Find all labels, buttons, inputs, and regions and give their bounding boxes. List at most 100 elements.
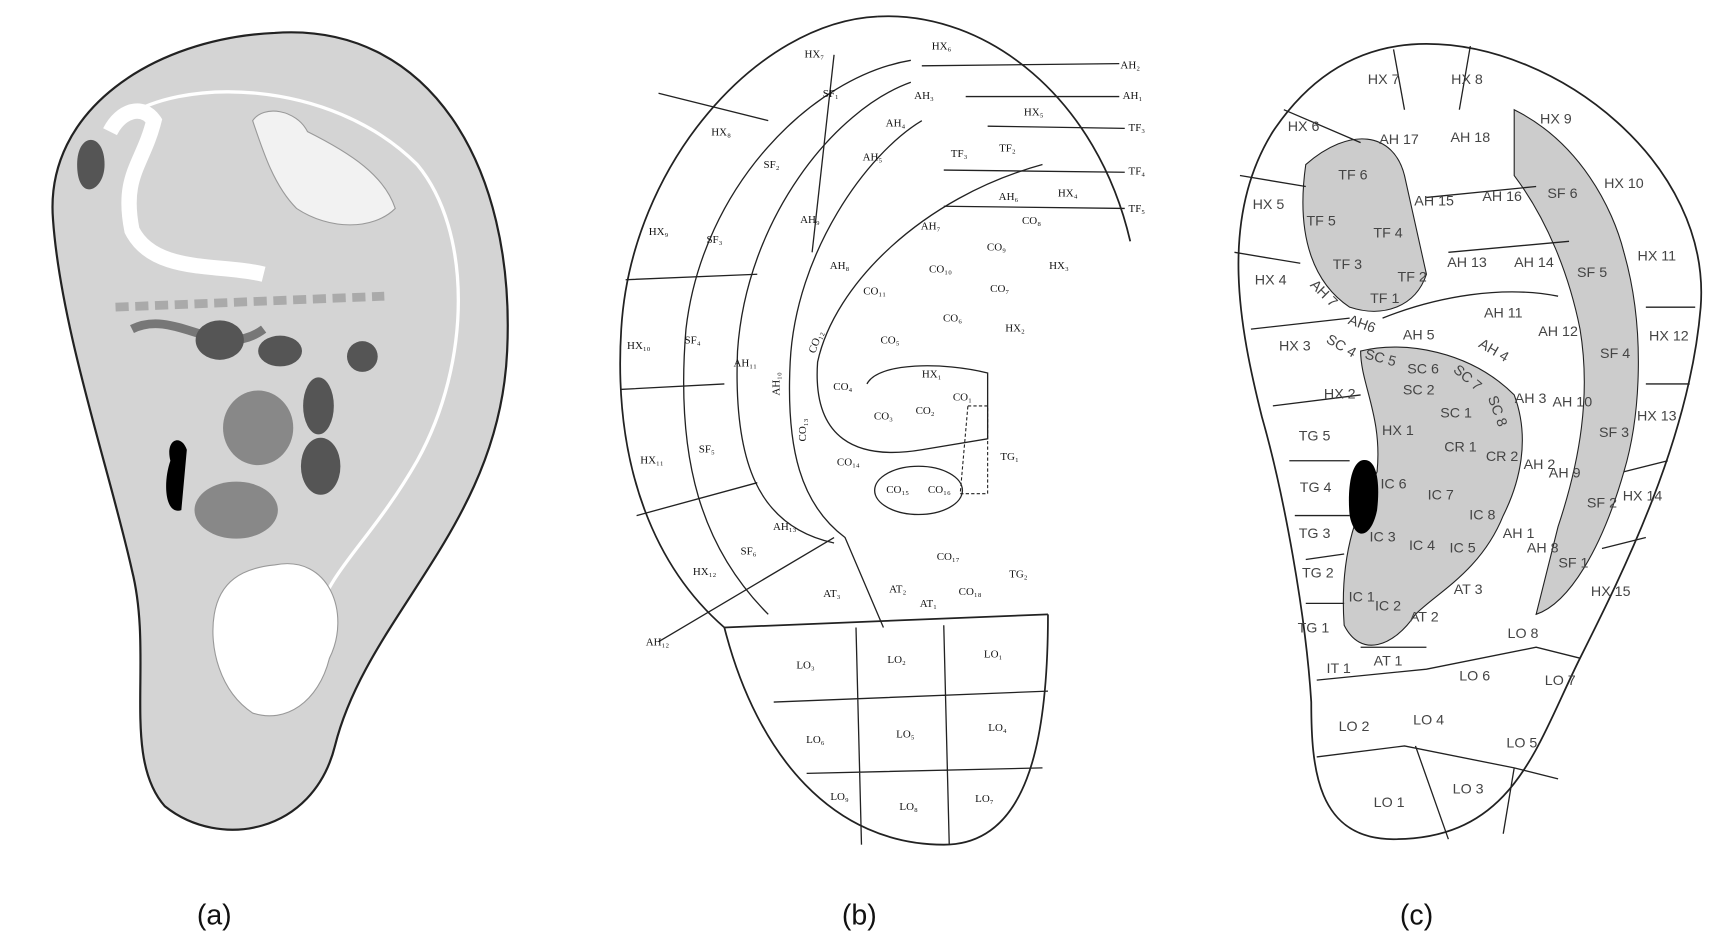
region-label: HX 6	[1288, 119, 1320, 135]
region-label: HX₄	[1058, 188, 1078, 200]
region-label: SF₅	[699, 443, 715, 455]
region-label: CO₁₅	[886, 484, 909, 496]
region-label: HX₈	[711, 126, 731, 138]
ear-map-b	[619, 15, 1132, 846]
region-label: SF 1	[1558, 556, 1588, 572]
region-label: HX₆	[932, 41, 952, 53]
region-label: TG₁	[1000, 451, 1019, 463]
region-label: TF 1	[1370, 291, 1399, 307]
region-label: SF₆	[740, 545, 756, 557]
region-label: AH 12	[1538, 324, 1578, 340]
region-label: AH₇	[921, 221, 941, 233]
region-label: IC 7	[1428, 488, 1454, 504]
region-label: AT 2	[1410, 609, 1439, 625]
ear-map-c	[1234, 43, 1703, 841]
region-label: TF 6	[1338, 167, 1367, 183]
region-label: CO₁	[953, 392, 972, 404]
region-label: AH₈	[830, 260, 850, 272]
region-label: HX 9	[1540, 111, 1572, 127]
region-label: AT 1	[1374, 653, 1403, 669]
region-label: SF 5	[1577, 265, 1607, 281]
region-label: HX 2	[1324, 387, 1356, 403]
region-label: TG 1	[1298, 620, 1330, 636]
region-label: HX₉	[649, 226, 669, 238]
region-label: AT 3	[1454, 582, 1483, 598]
region-label: LO 3	[1453, 782, 1484, 798]
region-label: CO₁₃	[797, 418, 809, 441]
region-label: SF 4	[1600, 346, 1630, 362]
region-label: AH 18	[1451, 130, 1491, 146]
region-label: HX₃	[1049, 260, 1069, 272]
region-label: AH 4	[1476, 336, 1512, 366]
region-label: IC 5	[1450, 540, 1476, 556]
region-label: AH 1	[1503, 526, 1535, 542]
region-label: LO 6	[1459, 669, 1490, 685]
region-label: TG 2	[1302, 565, 1334, 581]
region-label: LO 8	[1508, 626, 1539, 642]
region-label: HX 4	[1255, 273, 1287, 289]
region-label: LO₇	[975, 793, 994, 805]
region-label: SF 6	[1547, 186, 1577, 202]
panel-caption: (c)	[1400, 900, 1433, 932]
region-label: SC 2	[1403, 382, 1435, 398]
region-label: AH 10	[1553, 394, 1593, 410]
region-label: AH 14	[1514, 255, 1554, 271]
region-label: CO₈	[1022, 215, 1041, 227]
region-label: SF₄	[685, 335, 701, 347]
region-label: LO₁	[984, 648, 1003, 660]
region-label: SC 1	[1440, 405, 1472, 421]
region-label: HX 7	[1368, 72, 1400, 88]
region-label: HX 14	[1623, 489, 1663, 505]
region-label: CO₁₄	[837, 456, 860, 468]
region-label: AH 16	[1482, 189, 1522, 205]
region-label: AH₁	[1123, 90, 1143, 102]
region-label: CO₇	[990, 283, 1009, 295]
region-label: HX 10	[1604, 176, 1644, 192]
region-label: HX 13	[1637, 409, 1677, 425]
region-label: IC 4	[1409, 538, 1435, 554]
region-label: AH 2	[1524, 457, 1556, 473]
region-label: TG 3	[1299, 526, 1331, 542]
region-label: HX₇	[804, 48, 824, 60]
region-label: LO₉	[830, 791, 849, 803]
region-label: HX₂	[1005, 323, 1025, 335]
region-label: AH₃	[914, 90, 934, 102]
region-label: LO₅	[896, 729, 915, 741]
region-label: TG 5	[1299, 428, 1331, 444]
region-label: AH 8	[1527, 540, 1559, 556]
region-label: TG 4	[1300, 480, 1332, 496]
region-label: CO₆	[943, 313, 962, 325]
region-label: AH₅	[863, 151, 883, 163]
region-label: AH₁₂	[646, 636, 670, 648]
region-label: CO₁₈	[959, 586, 982, 598]
region-label: AH₉	[800, 214, 820, 226]
region-label: CO₄	[833, 381, 852, 393]
region-label: CR 2	[1486, 449, 1519, 465]
ear-illustration	[51, 31, 509, 831]
region-label: LO₈	[899, 801, 918, 813]
region-label: AH 11	[1484, 306, 1523, 322]
region-label: AH₁₃	[773, 521, 797, 533]
region-label: AH 5	[1403, 327, 1435, 343]
region-label: HX₁	[922, 369, 942, 381]
region-label: IC 8	[1469, 507, 1495, 523]
region-label: HX 5	[1253, 197, 1285, 213]
region-label: HX₁₂	[693, 566, 717, 578]
region-label: CO₁₇	[937, 551, 960, 563]
region-label: TF 3	[1333, 257, 1362, 273]
region-label: SC 5	[1363, 347, 1398, 371]
region-label: HX 1	[1382, 423, 1414, 439]
region-label: CO₃	[874, 410, 893, 422]
region-label: SF₁	[823, 88, 839, 100]
region-label: TF₃	[1129, 122, 1146, 134]
region-label: CO₁₁	[863, 285, 886, 297]
region-label: SF 3	[1599, 425, 1629, 441]
region-label: TF 4	[1373, 225, 1402, 241]
region-label: CO₅	[880, 335, 899, 347]
region-label: LO 5	[1506, 736, 1537, 752]
region-label: LO 4	[1413, 712, 1444, 728]
region-label: AH 17	[1379, 132, 1419, 148]
region-label: AH 15	[1414, 194, 1454, 210]
region-label: HX 11	[1638, 248, 1677, 264]
panel-caption: (b)	[842, 900, 877, 932]
